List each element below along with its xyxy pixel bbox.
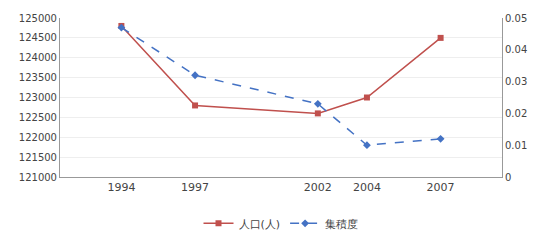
svg-text:125000: 125000	[19, 13, 57, 24]
svg-text:0.03: 0.03	[505, 76, 527, 87]
svg-text:0: 0	[505, 172, 511, 183]
svg-text:121500: 121500	[19, 152, 57, 163]
svg-text:121000: 121000	[19, 172, 57, 183]
svg-text:124500: 124500	[19, 32, 57, 43]
svg-text:2004: 2004	[353, 181, 381, 194]
svg-text:2002: 2002	[304, 181, 332, 194]
svg-text:0.02: 0.02	[505, 108, 527, 119]
svg-text:1994: 1994	[107, 181, 135, 194]
svg-text:122500: 122500	[19, 112, 57, 123]
svg-text:人口(人): 人口(人)	[239, 218, 281, 231]
svg-text:122000: 122000	[19, 132, 57, 143]
svg-text:0.04: 0.04	[505, 44, 527, 55]
svg-text:0.01: 0.01	[505, 140, 527, 151]
svg-text:123000: 123000	[19, 92, 57, 103]
svg-text:123500: 123500	[19, 72, 57, 83]
svg-text:集積度: 集積度	[325, 218, 358, 231]
svg-text:124000: 124000	[19, 52, 57, 63]
svg-text:1997: 1997	[181, 181, 209, 194]
svg-text:0.05: 0.05	[505, 13, 527, 24]
svg-text:2007: 2007	[427, 181, 455, 194]
